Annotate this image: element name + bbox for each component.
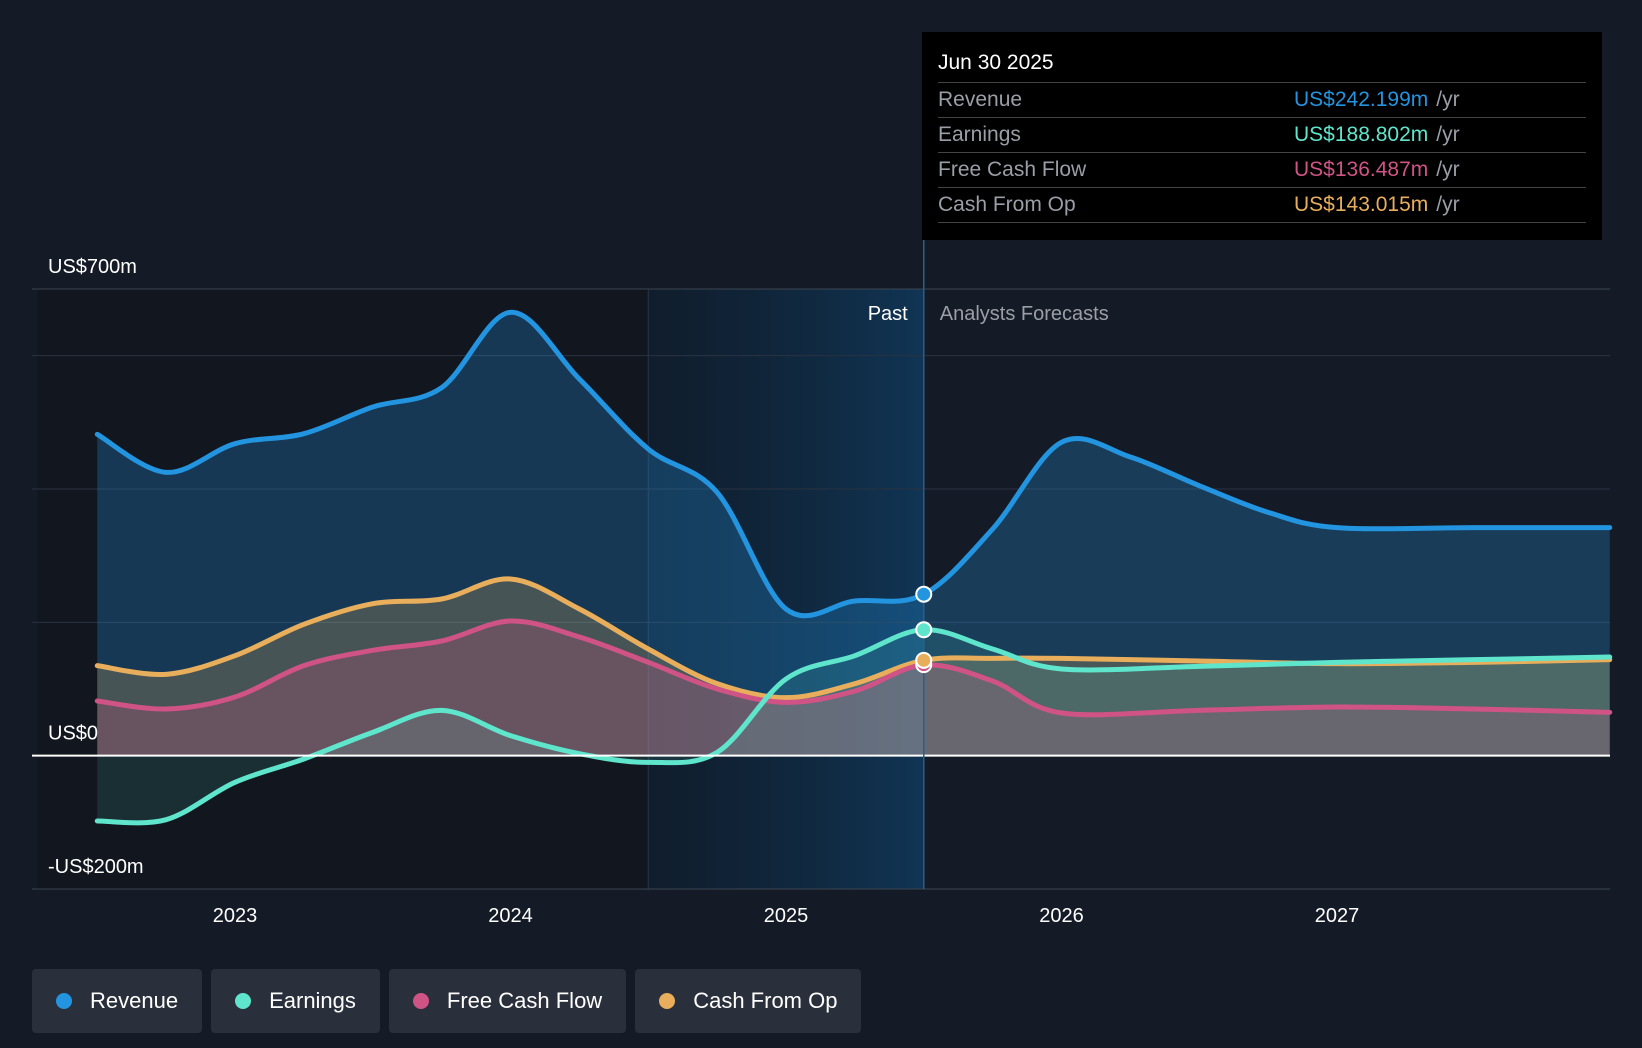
x-tick-label: 2025	[764, 905, 809, 927]
tooltip-row-earnings: Earnings US$188.802m /yr	[938, 118, 1586, 153]
x-tick-label: 2024	[488, 905, 533, 927]
tooltip-date: Jun 30 2025	[938, 46, 1586, 83]
x-tick-label: 2026	[1039, 905, 1084, 927]
legend-item-revenue[interactable]: Revenue	[32, 969, 203, 1033]
tooltip-row-cash-from-op: Cash From Op US$143.015m /yr	[938, 188, 1586, 223]
tooltip-value: US$136.487m	[1294, 158, 1429, 181]
forecast-label: Analysts Forecasts	[940, 303, 1109, 325]
tooltip-label: Cash From Op	[938, 193, 1076, 216]
tooltip-unit: /yr	[1436, 193, 1460, 216]
free-cash-flow-line	[94, 618, 1613, 718]
tooltip-unit: /yr	[1436, 158, 1460, 181]
tooltip-panel: Jun 30 2025 Revenue US$242.199m /yr Earn…	[922, 32, 1602, 240]
legend-label: Cash From Op	[693, 988, 838, 1013]
y-axis-label: US$0	[48, 723, 98, 745]
tooltip-row-free-cash-flow: Free Cash Flow US$136.487m /yr	[938, 153, 1586, 188]
legend-dot-icon	[56, 993, 72, 1009]
marker-revenue	[915, 585, 933, 603]
legend-label: Revenue	[90, 988, 179, 1013]
tooltip-row-revenue: Revenue US$242.199m /yr	[938, 83, 1586, 118]
revenue-line	[94, 309, 1613, 619]
tooltip-unit: /yr	[1436, 123, 1460, 146]
tooltip-label: Free Cash Flow	[938, 158, 1087, 181]
past-highlight-region	[648, 289, 924, 889]
legend-dot-icon	[235, 993, 252, 1009]
marker-earnings	[915, 621, 933, 639]
tooltip-value: US$143.015m	[1294, 193, 1429, 216]
legend: Revenue Earnings Free Cash Flow Cash Fro…	[32, 969, 862, 1033]
past-label: Past	[868, 303, 908, 325]
marker-cash-from-op	[915, 651, 933, 669]
y-axis-label: -US$200m	[48, 856, 144, 878]
legend-label: Free Cash Flow	[446, 988, 603, 1013]
revenue-area	[97, 312, 1610, 756]
chart-svg: US$700m US$0 -US$200m 2023 2024 2025 2026 2027 P…	[32, 240, 1613, 927]
y-axis-label: US$700m	[48, 256, 137, 278]
legend-item-free-cash-flow[interactable]: Free Cash Flow	[388, 969, 627, 1033]
tooltip-label: Revenue	[938, 88, 1023, 111]
legend-label: Earnings	[269, 988, 356, 1013]
tooltip-label: Earnings	[938, 123, 1021, 146]
legend-dot-icon	[659, 993, 676, 1009]
legend-item-cash-from-op[interactable]: Cash From Op	[635, 969, 862, 1033]
x-tick-label: 2023	[213, 905, 258, 927]
tooltip-value: US$188.802m	[1294, 123, 1429, 146]
tooltip-unit: /yr	[1436, 88, 1460, 111]
earnings-area	[97, 629, 1610, 823]
x-tick-label: 2027	[1315, 905, 1360, 927]
legend-item-earnings[interactable]: Earnings	[211, 969, 380, 1033]
tooltip-value: US$242.199m	[1294, 88, 1429, 111]
legend-dot-icon	[412, 993, 429, 1009]
